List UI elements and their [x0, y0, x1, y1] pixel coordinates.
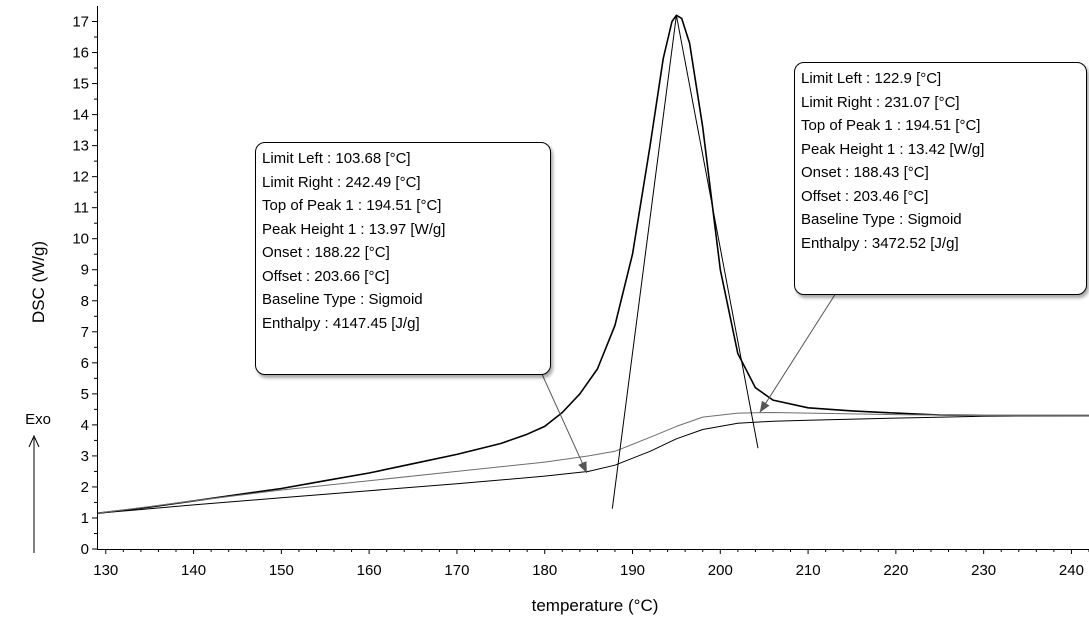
annotation-line: Onset : 188.22 [°C]: [262, 244, 390, 261]
exo-arrow-head-icon: [28, 434, 40, 448]
annotation-line: Top of Peak 1 : 194.51 [°C]: [801, 117, 981, 134]
y-tick-label: 11: [73, 200, 89, 217]
series-line-3: [611, 15, 677, 509]
annotation-arrow-head-icon: [759, 400, 770, 413]
x-tick-label: 170: [444, 562, 469, 579]
annotation-line: Enthalpy : 3472.52 [J/g]: [801, 234, 959, 252]
y-tick-label: 4: [81, 417, 89, 434]
annotation-arrows: [540, 292, 837, 474]
x-tick-label: 210: [796, 562, 821, 579]
y-tick-label: 3: [81, 448, 89, 465]
annotation-arrow: [759, 292, 837, 413]
x-tick-label: 140: [181, 562, 206, 579]
x-tick-label: 230: [971, 562, 996, 579]
y-tick-label: 8: [81, 293, 89, 310]
annotation-box-right: Limit Left : 122.9 [°C] Limit Right : 23…: [794, 62, 1087, 295]
annotation-arrow: [540, 371, 588, 474]
series-layer: [96, 14, 1089, 515]
y-tick-label: 15: [72, 76, 89, 93]
y-tick-label: 7: [81, 324, 89, 341]
annotation-line: Baseline Type : Sigmoid: [801, 211, 962, 228]
annotation-line: Onset : 188.43 [°C]: [801, 164, 929, 181]
y-axis-label: DSC (W/g): [29, 241, 48, 323]
annotation-line: Limit Left : 103.68 [°C]: [262, 150, 411, 167]
x-tick-label: 240: [1059, 562, 1084, 579]
axes: [97, 6, 1089, 550]
annotation-line: Offset : 203.46 [°C]: [801, 187, 929, 205]
y-tick-label: 16: [72, 45, 89, 62]
series-line-2: [96, 412, 1089, 514]
x-tick-label: 190: [620, 562, 645, 579]
annotation-line: Offset : 203.66 [°C]: [262, 267, 390, 285]
y-tick-label: 9: [81, 262, 89, 279]
series-line-4: [675, 15, 759, 449]
x-ticks: 130 140 150 160 170 180 190 200 210 220 230 240: [93, 549, 1089, 579]
annotation-arrow-head-icon: [578, 461, 587, 473]
annotation-line: Baseline Type : Sigmoid: [262, 291, 423, 308]
x-tick-label: 220: [883, 562, 908, 579]
x-tick-label: 150: [269, 562, 294, 579]
annotation-line: Peak Height 1 : 13.97 [W/g]: [262, 220, 446, 238]
y-tick-label: 2: [81, 479, 89, 496]
y-tick-label: 6: [81, 355, 89, 372]
exo-indicator: Exo: [25, 411, 51, 553]
annotation-line: Limit Right : 242.49 [°C]: [262, 173, 421, 191]
y-tick-label: 13: [72, 138, 89, 155]
x-tick-label: 200: [708, 562, 733, 579]
y-tick-label: 14: [72, 107, 89, 124]
annotation-box-left: Limit Left : 103.68 [°C] Limit Right : 2…: [255, 142, 551, 375]
y-tick-label: 1: [81, 510, 89, 527]
y-tick-label: 17: [72, 14, 89, 31]
x-axis-label: temperature (°C): [532, 596, 659, 615]
x-tick-label: 160: [357, 562, 382, 579]
y-tick-label: 5: [81, 386, 89, 403]
annotation-line: Limit Right : 231.07 [°C]: [801, 93, 960, 111]
annotation-line: Enthalpy : 4147.45 [J/g]: [262, 314, 420, 332]
annotation-line: Peak Height 1 : 13.42 [W/g]: [801, 140, 985, 158]
y-tick-label: 10: [72, 231, 89, 248]
y-tick-label: 12: [72, 169, 89, 186]
exo-label: Exo: [25, 411, 51, 428]
annotation-line: Limit Left : 122.9 [°C]: [801, 70, 942, 87]
series-line-0: [96, 14, 1089, 515]
series-line-1: [96, 415, 1089, 514]
x-tick-label: 180: [532, 562, 557, 579]
x-tick-label: 130: [93, 562, 118, 579]
y-tick-label: 0: [81, 541, 89, 558]
annotation-line: Top of Peak 1 : 194.51 [°C]: [262, 197, 442, 214]
